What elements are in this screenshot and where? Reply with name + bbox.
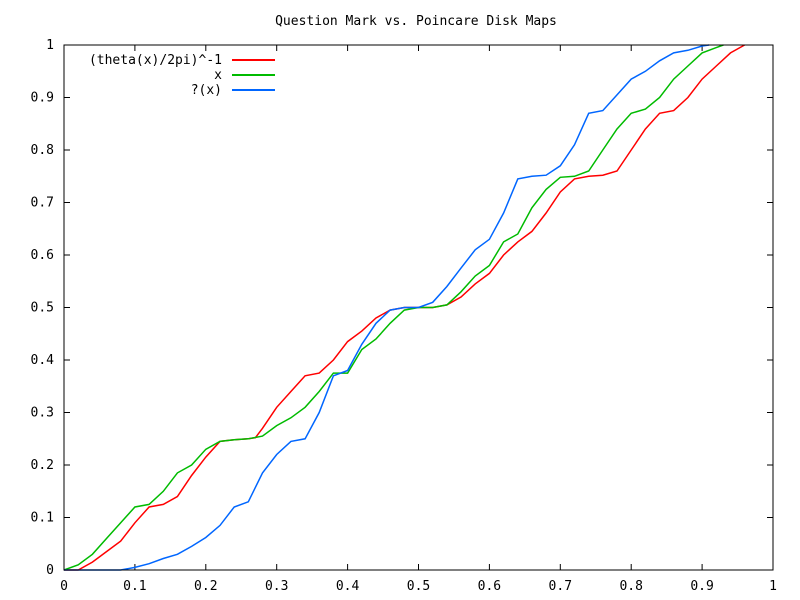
y-tick-label: 0.9 (31, 91, 54, 106)
plot-frame (63, 44, 774, 571)
x-tick-label: 0.3 (265, 579, 288, 594)
series-line-1 (63, 44, 724, 571)
y-tick-label: 0.5 (31, 301, 54, 316)
y-tick-label: 0.2 (31, 458, 54, 473)
y-tick-label: 1 (46, 38, 54, 53)
x-tick-label: 0.8 (619, 579, 642, 594)
y-tick-label: 0 (46, 563, 54, 578)
x-tick-label: 0.4 (336, 579, 360, 594)
y-tick-label: 0.8 (31, 143, 54, 158)
chart-title: Question Mark vs. Poincare Disk Maps (275, 14, 557, 29)
y-tick-label: 0.3 (31, 406, 54, 421)
x-tick-label: 0.9 (690, 579, 713, 594)
axis-ticks: 0 0.1 0.2 0.3 0.4 0.5 0.6 0.7 0.8 0.9 1 0 0.1 0.2 0.3 0… (31, 38, 777, 594)
x-tick-label: 1 (769, 579, 777, 594)
y-tick-label: 0.4 (31, 353, 55, 368)
x-tick-label: 0.6 (478, 579, 501, 594)
x-tick-label: 0.1 (123, 579, 146, 594)
x-tick-label: 0 (60, 579, 68, 594)
legend-label: ?(x) (191, 83, 222, 98)
y-tick-label: 0.7 (31, 196, 54, 211)
series-line-2 (64, 44, 710, 571)
x-tick-label: 0.7 (549, 579, 572, 594)
x-tick-label: 0.2 (194, 579, 217, 594)
x-tick-label: 0.5 (407, 579, 430, 594)
legend-label: x (214, 68, 222, 83)
legend-label: (theta(x)/2pi)^-1 (89, 53, 222, 68)
y-tick-label: 0.1 (31, 511, 54, 526)
series-layer (63, 44, 745, 571)
legend: (theta(x)/2pi)^-1x?(x) (89, 53, 275, 98)
y-tick-label: 0.6 (31, 248, 54, 263)
